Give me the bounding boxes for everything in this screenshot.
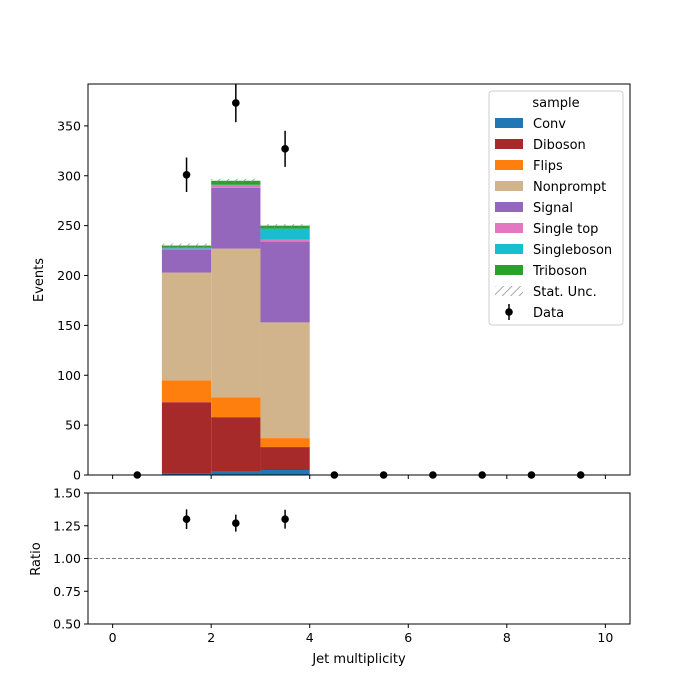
legend-label-triboson: Triboson — [532, 264, 587, 279]
ratio-points — [182, 509, 289, 532]
bar-conv-bin-1 — [161, 473, 212, 475]
legend-swatch-nonprompt — [495, 181, 523, 191]
legend-swatch-signal — [495, 202, 523, 212]
x-axis: 0 2 4 6 8 10 — [109, 624, 613, 645]
legend-label-signal: Signal — [533, 201, 573, 216]
x-tick-label-4: 8 — [503, 630, 511, 645]
legend-label-stat-unc: Stat. Unc. — [533, 285, 597, 300]
bar-signal-bin-1 — [161, 249, 212, 273]
x-tick-label-5: 10 — [597, 630, 613, 645]
legend-swatch-triboson — [495, 265, 523, 275]
legend-label-single-top: Single top — [533, 222, 598, 237]
bar-flips-bin-3 — [260, 438, 310, 448]
y-tick-label-ratio-0: 0.50 — [53, 617, 81, 632]
stat-unc-band-bin-3 — [260, 224, 310, 228]
bar-single-top-bin-2 — [211, 185, 261, 188]
data-point-2 — [232, 99, 240, 107]
legend-swatch-conv — [495, 118, 523, 128]
y-axis-events: 0 50 100 150 200 250 300 350 — [57, 118, 88, 483]
main-plot-frame — [87, 83, 631, 476]
x-axis-label: Jet multiplicity — [311, 652, 406, 667]
stat-unc-band-bin-1 — [161, 243, 212, 248]
bar-nonprompt-bin-2 — [211, 248, 261, 398]
y-tick-label-main-3: 150 — [57, 318, 81, 333]
y-axis-label-ratio: Ratio — [29, 542, 44, 575]
y-tick-label-main-6: 300 — [57, 168, 81, 183]
ratio-point-2 — [281, 515, 289, 523]
y-tick-label-main-0: 0 — [73, 468, 81, 483]
stat-uncertainty-bands — [161, 178, 310, 248]
x-tick-label-2: 4 — [306, 630, 314, 645]
y-tick-label-ratio-1: 0.75 — [53, 584, 81, 599]
bar-conv-bin-2 — [211, 471, 261, 475]
bar-conv-bin-3 — [260, 470, 310, 475]
legend-label-diboson: Diboson — [533, 138, 586, 153]
bar-flips-bin-2 — [211, 397, 261, 418]
x-tick-label-0: 0 — [109, 630, 117, 645]
legend-marker-data — [505, 308, 513, 316]
legend-label-data: Data — [533, 306, 564, 321]
bar-nonprompt-bin-1 — [161, 272, 212, 381]
bar-single-top-bin-3 — [260, 239, 310, 242]
y-tick-label-ratio-4: 1.50 — [53, 486, 81, 501]
bar-singleboson-bin-2 — [211, 184, 261, 186]
legend-label-singleboson: Singleboson — [533, 243, 612, 258]
bar-singleboson-bin-3 — [260, 228, 310, 240]
y-axis-label-events: Events — [32, 258, 47, 302]
x-tick-label-3: 6 — [404, 630, 412, 645]
legend-swatch-singleboson — [495, 244, 523, 254]
bar-singleboson-bin-1 — [161, 247, 212, 249]
legend-label-nonprompt: Nonprompt — [533, 180, 606, 195]
data-point-1 — [182, 170, 191, 179]
stacked-histogram — [161, 180, 310, 475]
bar-signal-bin-3 — [260, 241, 310, 323]
y-tick-label-ratio-2: 1.00 — [53, 551, 81, 566]
y-tick-label-main-2: 100 — [57, 368, 81, 383]
y-tick-label-ratio-3: 1.25 — [53, 518, 81, 533]
bar-diboson-bin-2 — [211, 417, 261, 472]
legend-swatch-flips — [495, 160, 523, 170]
bar-nonprompt-bin-3 — [260, 322, 310, 439]
legend-swatch-single-top — [495, 223, 523, 233]
main-panel: 0 50 100 150 200 250 300 350 Events — [32, 83, 631, 483]
bar-single-top-bin-1 — [161, 248, 212, 250]
legend: sample Conv Diboson Flips Nonprompt Signal Si… — [488, 90, 624, 326]
y-tick-label-main-1: 50 — [65, 418, 81, 433]
bar-signal-bin-2 — [211, 187, 261, 249]
y-tick-label-main-4: 200 — [57, 268, 81, 283]
y-tick-label-main-5: 250 — [57, 218, 81, 233]
legend-swatch-stat-unc — [495, 286, 523, 296]
y-axis-ratio: 0.50 0.75 1.00 1.25 1.50 — [53, 486, 88, 632]
ratio-point-0 — [182, 515, 191, 523]
legend-title: sample — [532, 96, 579, 111]
legend-swatch-diboson — [495, 139, 523, 149]
x-tick-label-1: 2 — [207, 630, 215, 645]
bar-diboson-bin-3 — [260, 447, 310, 471]
ratio-panel: 0.50 0.75 1.00 1.25 1.50 0 2 4 6 8 10 Ratio Jet m… — [29, 486, 631, 667]
data-point-3 — [281, 145, 289, 153]
stat-unc-band-bin-2 — [211, 178, 261, 183]
bar-flips-bin-1 — [161, 380, 212, 403]
y-tick-label-main-7: 350 — [57, 118, 81, 133]
legend-label-conv: Conv — [533, 117, 566, 132]
legend-label-flips: Flips — [533, 159, 563, 174]
bar-diboson-bin-1 — [161, 402, 212, 474]
x-axis-ticks-main — [112, 475, 606, 479]
ratio-point-1 — [232, 519, 240, 527]
